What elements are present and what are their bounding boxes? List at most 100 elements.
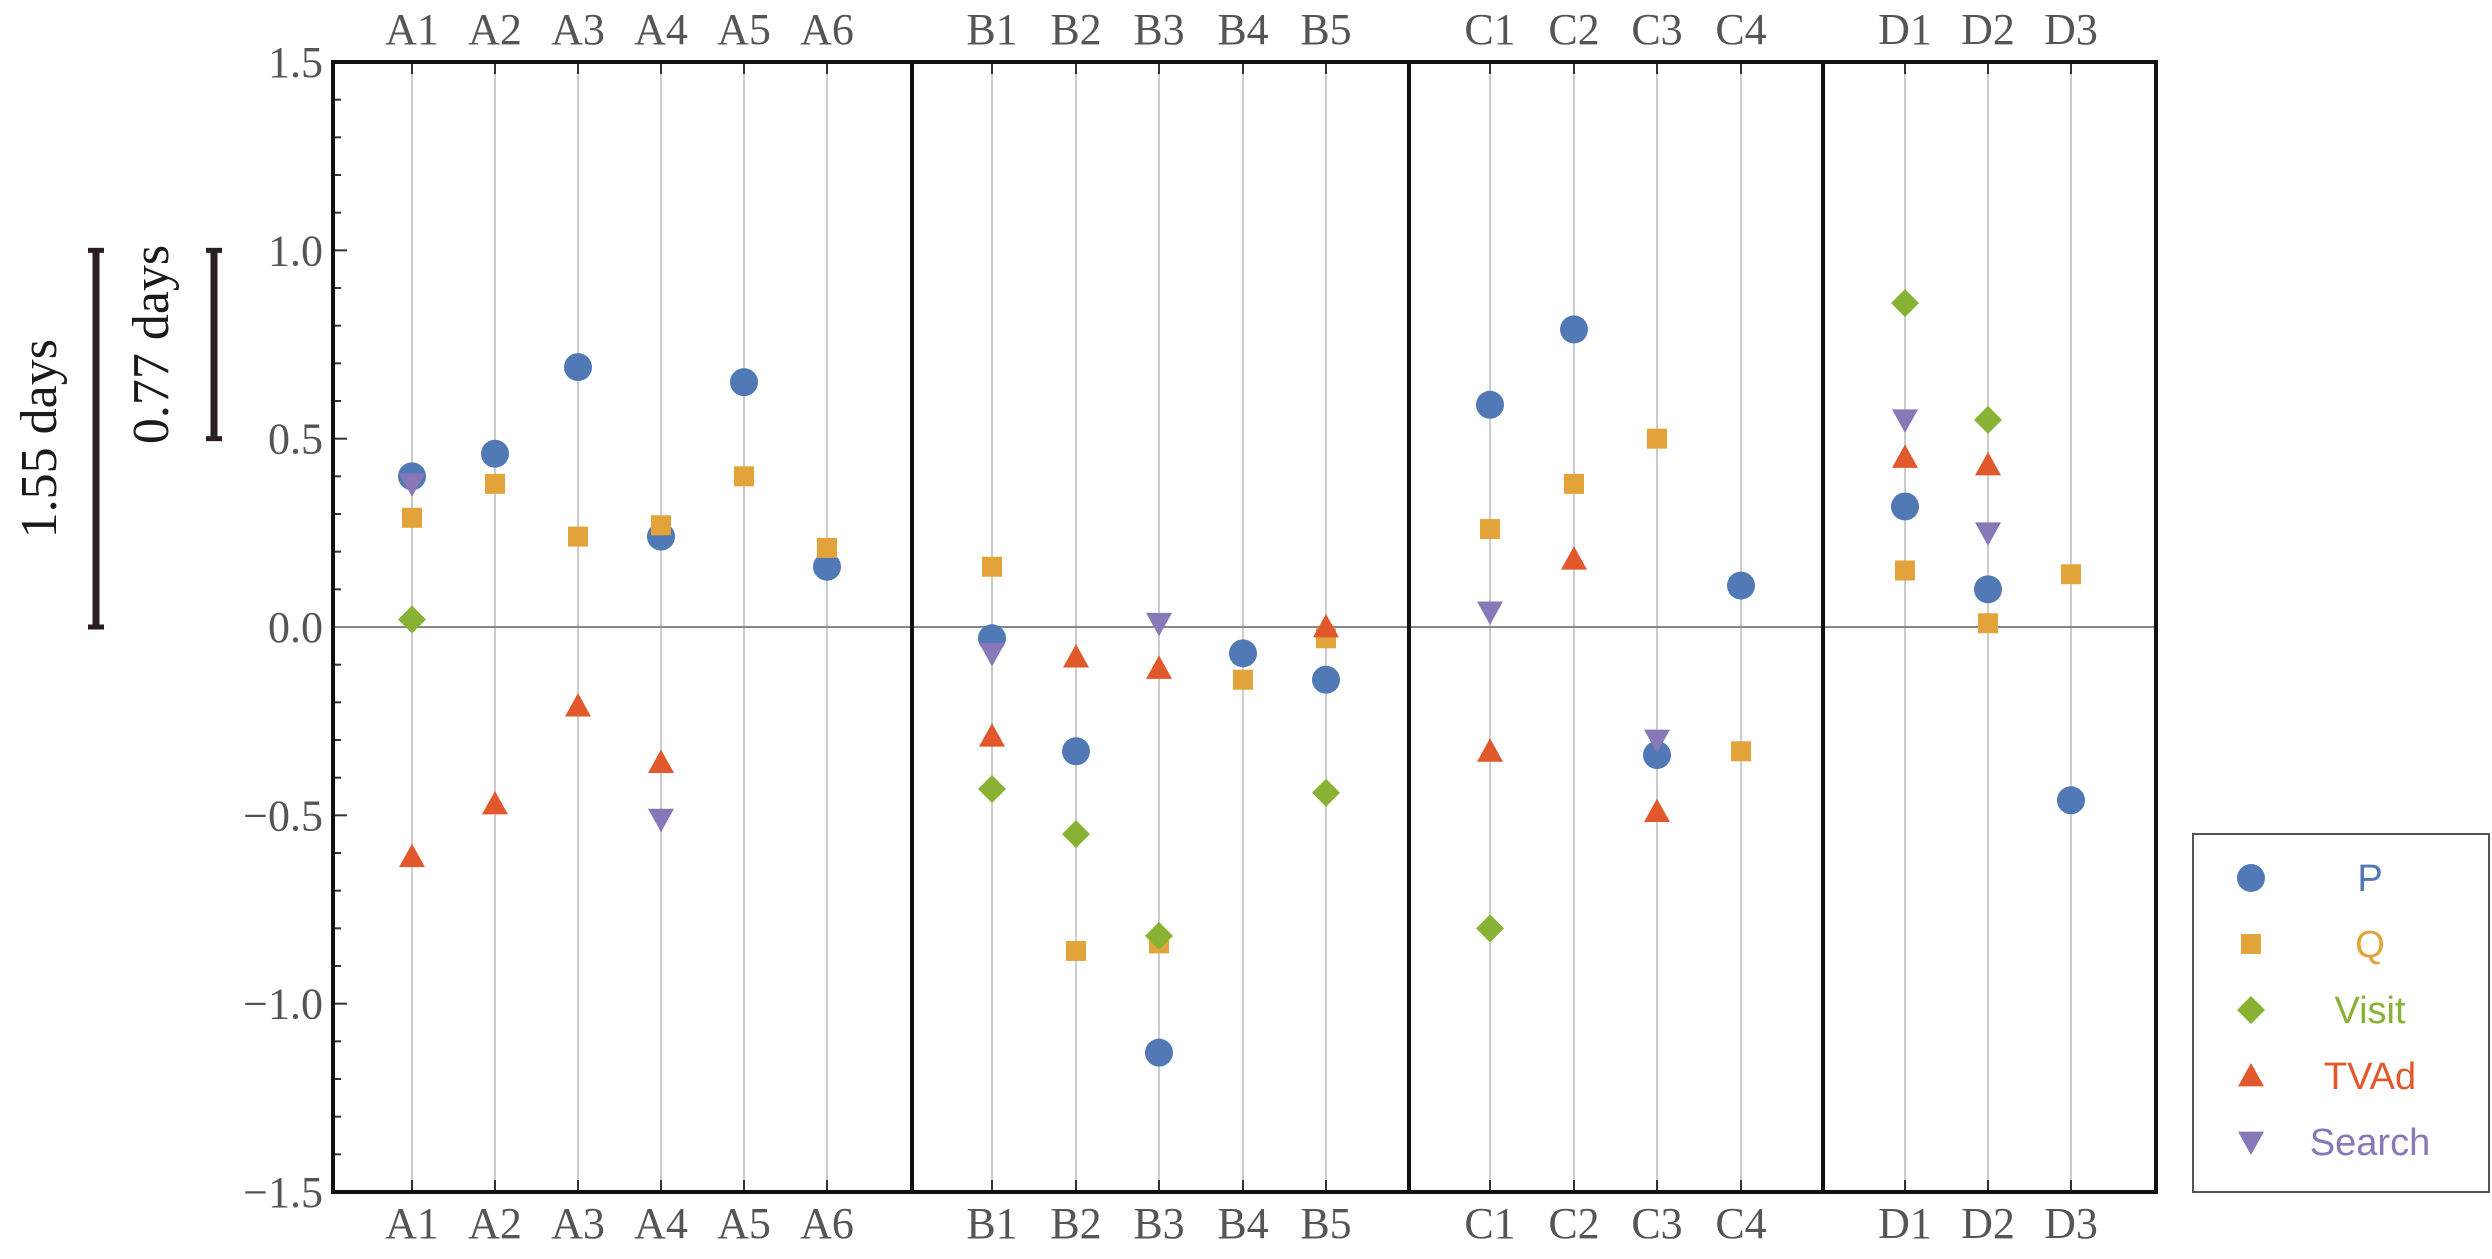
point-q-b1 <box>982 556 1002 577</box>
x-tick-label-bottom: C2 <box>1548 1199 1599 1248</box>
point-search-d1 <box>1892 409 1918 433</box>
x-tick-label-bottom: C4 <box>1715 1199 1766 1248</box>
y-tick-label: −1.0 <box>243 980 323 1029</box>
x-tick-label-bottom: B2 <box>1050 1199 1101 1248</box>
point-p-b4 <box>1229 639 1257 668</box>
x-tick-label-bottom: B1 <box>966 1199 1017 1248</box>
point-p-c2 <box>1560 315 1588 344</box>
x-tick-label-top: C2 <box>1548 5 1599 54</box>
point-p-b5 <box>1312 665 1340 694</box>
point-tvad-b1 <box>979 723 1005 747</box>
x-tick-label-top: A6 <box>800 5 854 54</box>
x-tick-label-top: C4 <box>1715 5 1766 54</box>
x-tick-label-top: D1 <box>1878 5 1932 54</box>
point-tvad-a4 <box>648 749 674 773</box>
point-p-c1 <box>1476 390 1504 419</box>
x-tick-label-bottom: A5 <box>717 1199 771 1248</box>
point-tvad-b3 <box>1146 655 1172 679</box>
x-tick-label-top: D3 <box>2044 5 2098 54</box>
legend-label-search: Search <box>2310 1122 2430 1164</box>
point-search-d2 <box>1975 522 2001 546</box>
point-visit-a1 <box>398 605 426 634</box>
x-tick-label-bottom: A1 <box>385 1199 439 1248</box>
point-search-c3 <box>1644 729 1670 753</box>
point-tvad-b2 <box>1063 644 1089 668</box>
x-tick-label-bottom: D3 <box>2044 1199 2098 1248</box>
point-visit-c1 <box>1476 914 1504 943</box>
x-tick-label-top: D2 <box>1961 5 2015 54</box>
point-search-b3 <box>1146 612 1172 637</box>
x-tick-label-top: B1 <box>966 5 1017 54</box>
x-tick-label-top: A1 <box>385 5 439 54</box>
x-tick-label-top: A2 <box>468 5 522 54</box>
x-tick-label-top: A5 <box>717 5 771 54</box>
point-q-a4 <box>651 515 671 536</box>
point-q-c3 <box>1647 428 1667 449</box>
point-search-a4 <box>648 808 674 833</box>
legend-label-tvad: TVAd <box>2324 1056 2416 1098</box>
point-tvad-c3 <box>1644 798 1670 822</box>
plot-border <box>331 60 2158 1194</box>
point-p-d3 <box>2057 786 2085 815</box>
x-tick-label-bottom: B4 <box>1217 1199 1268 1248</box>
point-p-b3 <box>1145 1038 1173 1067</box>
legend-label-q: Q <box>2355 924 2385 966</box>
x-tick-label-bottom: A2 <box>468 1199 522 1248</box>
tick-labels: −1.5 −1.0 −0.5 0.0 0.5 1.0 1.5 A1 A1 A2 A2 A3 A3 A4 A4… <box>243 5 2098 1248</box>
point-tvad-b5 <box>1313 614 1339 638</box>
x-tick-label-top: B5 <box>1300 5 1351 54</box>
point-p-a5 <box>730 368 758 397</box>
point-tvad-c2 <box>1561 546 1587 570</box>
point-q-a2 <box>485 473 505 494</box>
point-q-a5 <box>734 466 754 487</box>
x-tick-label-bottom: A4 <box>634 1199 688 1248</box>
point-p-c4 <box>1727 571 1755 600</box>
y-tick-label: −0.5 <box>243 791 323 840</box>
legend-marker-tvad <box>2238 1063 2264 1087</box>
point-search-b1 <box>979 642 1005 667</box>
x-tick-label-top: B4 <box>1217 5 1268 54</box>
x-tick-label-top: C3 <box>1631 5 1682 54</box>
point-q-d3 <box>2061 564 2081 585</box>
point-visit-b2 <box>1062 820 1090 849</box>
plot-frame <box>331 60 2158 1194</box>
point-p-c3 <box>1643 741 1671 770</box>
x-tick-label-top: A3 <box>551 5 605 54</box>
x-tick-label-top: A4 <box>634 5 688 54</box>
legend-marker-q <box>2241 934 2261 954</box>
point-p-a2 <box>481 439 509 468</box>
scale-bar-label-2: 0.77 days <box>123 245 180 444</box>
x-tick-label-bottom: C1 <box>1464 1199 1515 1248</box>
point-tvad-c1 <box>1477 738 1503 762</box>
y-tick-label: −1.5 <box>243 1168 323 1217</box>
y-tick-label: 1.5 <box>268 38 323 87</box>
x-tick-label-bottom: B5 <box>1300 1199 1351 1248</box>
point-search-c1 <box>1477 601 1503 625</box>
point-q-c1 <box>1480 519 1500 540</box>
point-q-b4 <box>1233 669 1253 690</box>
legend: PQ Visit TVAd Search <box>2192 833 2490 1193</box>
point-q-b2 <box>1066 940 1086 961</box>
point-tvad-a2 <box>482 791 508 815</box>
y-tick-label: 1.0 <box>268 226 323 275</box>
point-p-b2 <box>1062 737 1090 766</box>
x-tick-label-top: C1 <box>1464 5 1515 54</box>
legend-marker-search <box>2238 1131 2264 1155</box>
point-q-a1 <box>402 507 422 528</box>
scale-bars: 1.55 days 0.77 days <box>11 245 222 630</box>
x-tick-label-bottom: D1 <box>1878 1199 1932 1248</box>
point-q-c2 <box>1564 473 1584 494</box>
x-tick-label-top: B2 <box>1050 5 1101 54</box>
legend-marker-p <box>2237 864 2265 892</box>
legend-marker-visit <box>2237 996 2265 1024</box>
x-tick-label-top: B3 <box>1133 5 1184 54</box>
x-tick-label-bottom: B3 <box>1133 1199 1184 1248</box>
point-p-a3 <box>564 353 592 382</box>
point-q-d1 <box>1895 560 1915 581</box>
point-p-d1 <box>1891 492 1919 521</box>
point-p-d2 <box>1974 575 2002 604</box>
y-tick-label: 0.5 <box>268 415 323 464</box>
point-tvad-a1 <box>399 843 425 868</box>
